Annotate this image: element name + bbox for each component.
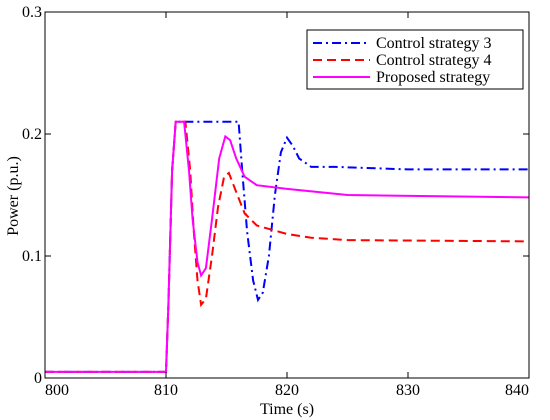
series-line-2 xyxy=(45,120,530,373)
legend-label-3: Proposed strategy xyxy=(376,69,490,86)
y-tick-label: 0.3 xyxy=(22,4,42,21)
chart-marks xyxy=(45,120,530,373)
x-tick-label: 820 xyxy=(275,382,299,399)
y-tick-label: 0.1 xyxy=(22,248,42,265)
y-tick-label: 0.2 xyxy=(22,126,42,143)
y-axis-label: Power (p.u.) xyxy=(5,156,22,236)
x-tick-label: 830 xyxy=(396,382,420,399)
legend-label-1: Control strategy 3 xyxy=(376,35,492,52)
y-tick-label: 0 xyxy=(34,370,42,387)
series-line-3 xyxy=(45,120,530,373)
x-tick-label: 810 xyxy=(154,382,178,399)
x-tick-label: 800 xyxy=(45,382,69,399)
legend-label-2: Control strategy 4 xyxy=(376,52,492,69)
axis-ticks: 800 810 820 830 840 0 0.1 0.2 0.3 xyxy=(22,4,530,399)
series-line-1 xyxy=(45,120,529,373)
x-axis-label: Time (s) xyxy=(260,401,314,418)
x-tick-label: 840 xyxy=(505,382,529,399)
